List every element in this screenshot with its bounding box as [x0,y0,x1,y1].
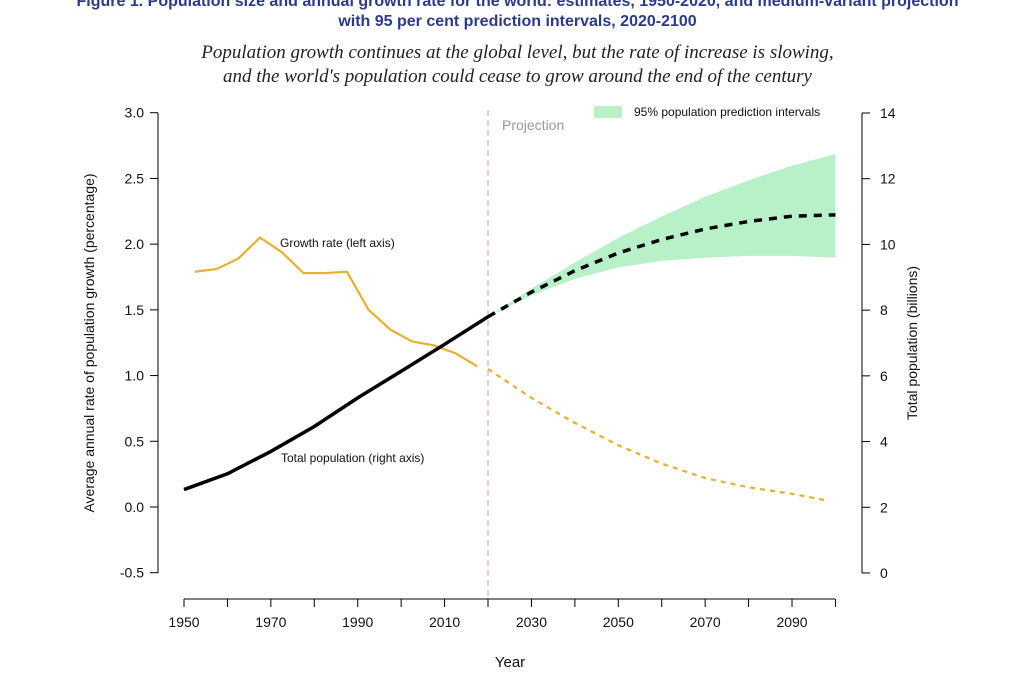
y2-tick-label: 12 [880,171,896,187]
x-tick-label: 1990 [342,614,373,630]
population-estimate-line [183,315,489,492]
y2-tick-label: 0 [880,565,888,581]
y2-tick-label: 14 [880,105,896,121]
x-tick-label: 2070 [690,614,721,630]
y-axis-label: Average annual rate of population growth… [81,173,97,512]
y2-tick-label: 10 [880,236,896,252]
y2-tick-label: 8 [880,302,888,318]
y-tick-label: 0.0 [125,499,145,515]
y2-tick-label: 4 [880,434,888,450]
y-tick-label: 0.5 [125,433,145,449]
population-projection-line [487,213,836,319]
growth-rate-estimate-line [194,236,478,368]
y-tick-label: 2.0 [125,236,145,252]
y2-tick-label: 2 [880,499,888,515]
y-tick-label: 2.5 [125,170,145,186]
y-tick-label: 1.0 [125,368,145,384]
x-tick-label: 2010 [429,614,460,630]
growth-rate-projection-line [487,368,827,502]
figure-title-line2: with 95 per cent prediction intervals, 2… [338,13,697,30]
x-axis-label: Year [495,654,525,671]
y-tick-label: 3.0 [125,105,145,121]
y2-tick-label: 6 [880,368,888,384]
legend-label: 95% population prediction intervals [634,105,820,119]
growth-annotation: Growth rate (left axis) [280,236,395,250]
x-tick-label: 1970 [255,614,286,630]
x-tick-label: 2030 [516,614,547,630]
y-tick-label: 1.5 [125,302,145,318]
prediction-interval-band [488,154,836,317]
y-tick-label: -0.5 [120,565,144,581]
x-tick-label: 1950 [168,614,199,630]
subtitle-line1: Population growth continues at the globa… [201,42,834,63]
legend-swatch [594,106,622,118]
figure-title-line1: Figure 1. Population size and annual gro… [76,0,959,10]
population-annotation: Total population (right axis) [281,451,424,465]
subtitle-line2: and the world's population could cease t… [223,66,812,87]
x-tick-label: 2050 [603,614,634,630]
projection-label: Projection [502,117,564,133]
y2-axis-label: Total population (billions) [904,266,920,420]
x-tick-label: 2090 [776,614,807,630]
